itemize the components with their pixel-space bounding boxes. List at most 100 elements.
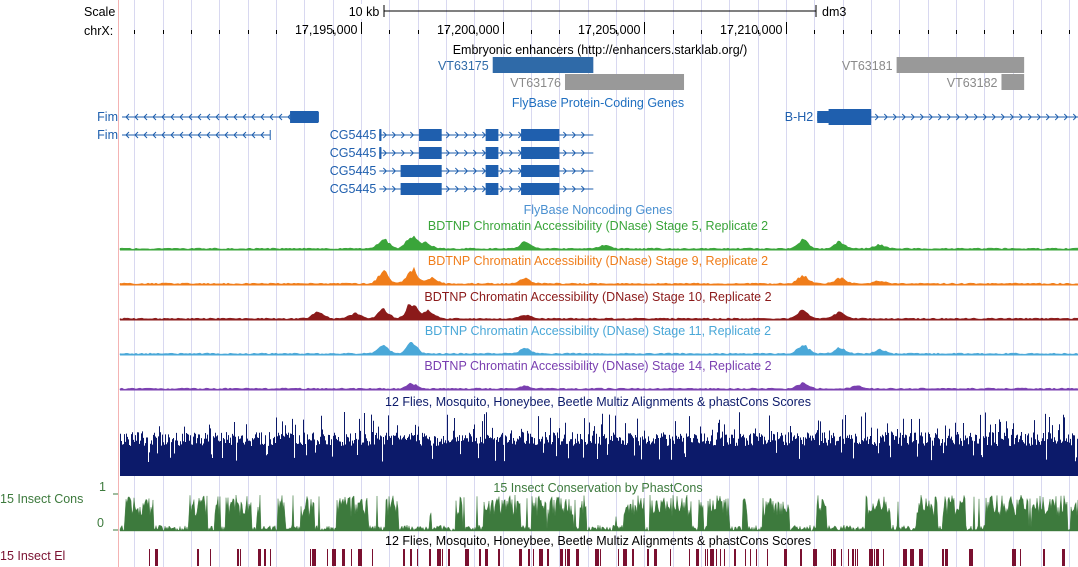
strand-chevron — [937, 113, 942, 121]
gene-label-cg5445[interactable]: CG5445 — [330, 128, 377, 142]
conserved-element — [705, 549, 706, 566]
enhancer-label-VT63175[interactable]: VT63175 — [438, 59, 489, 73]
enhancer-block-VT63181[interactable] — [896, 57, 1025, 73]
dnase-track-2[interactable]: BDTNP Chromatin Accessibility (DNase) St… — [119, 290, 1078, 321]
phastcons-track-label[interactable]: 15 Insect Cons — [0, 492, 84, 506]
dnase-signal — [119, 382, 1078, 391]
strand-chevron — [233, 131, 238, 139]
strand-chevron — [562, 185, 568, 193]
strand-chevron — [179, 113, 184, 121]
conserved-element — [707, 549, 708, 566]
conserved-element — [910, 549, 914, 566]
strand-chevron — [454, 149, 460, 157]
gene-label-fim[interactable]: Fim — [97, 128, 118, 142]
strand-chevron — [901, 113, 906, 121]
conserved-element — [716, 549, 717, 566]
dnase-track-0[interactable]: BDTNP Chromatin Accessibility (DNase) St… — [119, 219, 1078, 251]
conserved-element — [351, 549, 352, 566]
strand-chevron — [260, 113, 265, 121]
gene-cg5445-2[interactable]: CG5445 — [330, 128, 594, 142]
phastcons-ymax-label: 1 — [99, 480, 106, 494]
conserved-element — [903, 549, 907, 566]
strand-chevron — [892, 113, 897, 121]
protein-coding-genes-track[interactable]: FlyBase Protein-Coding Genes Fim Fim CG544… — [97, 96, 1078, 196]
dnase-signal — [119, 304, 1078, 321]
strand-chevron — [206, 113, 211, 121]
dnase-track-1[interactable]: BDTNP Chromatin Accessibility (DNase) St… — [119, 254, 1078, 286]
conserved-element — [498, 549, 500, 566]
strand-chevron — [152, 113, 157, 121]
strand-chevron — [463, 167, 469, 175]
dnase-track-title: BDTNP Chromatin Accessibility (DNase) St… — [424, 359, 771, 373]
strand-chevron — [472, 131, 478, 139]
strand-chevron — [481, 167, 487, 175]
gene-utr — [379, 148, 382, 158]
track-label-column: Scale chrX: 15 Insect Cons 1 0 15 Insect… — [0, 0, 118, 567]
enhancer-label-VT63182[interactable]: VT63182 — [947, 76, 998, 90]
multiz-signal — [120, 412, 1078, 476]
strand-chevron — [445, 185, 451, 193]
gene-label-cg5445[interactable]: CG5445 — [330, 146, 377, 160]
strand-chevron — [910, 113, 915, 121]
strand-chevron — [580, 149, 586, 157]
scale-label: Scale — [84, 5, 116, 19]
strand-chevron — [242, 131, 247, 139]
conserved-element — [565, 549, 566, 566]
enhancer-block-VT63176[interactable] — [564, 74, 685, 90]
gene-exon — [400, 165, 442, 177]
strand-chevron — [580, 131, 586, 139]
enhancer-block-VT63182[interactable] — [1001, 74, 1025, 90]
gene-cg5445-3[interactable]: CG5445 — [330, 146, 594, 160]
dnase-track-3[interactable]: BDTNP Chromatin Accessibility (DNase) St… — [119, 324, 1078, 356]
gene-cg5445-5[interactable]: CG5445 — [330, 182, 594, 196]
gene-utr — [817, 113, 829, 121]
strand-chevron — [499, 167, 505, 175]
conserved-element — [358, 549, 362, 566]
strand-chevron — [454, 131, 460, 139]
phastcons-track[interactable]: 15 Insect Conservation by PhastCons — [113, 481, 1078, 532]
elements-track[interactable]: 12 Flies, Mosquito, Honeybee, Beetle Mul… — [149, 534, 1065, 566]
gene-exon — [521, 147, 560, 159]
multiz-track[interactable]: 12 Flies, Mosquito, Honeybee, Beetle Mul… — [120, 395, 1078, 476]
position-ruler[interactable]: 17,195,000 17,200,000 17,205,000 17,210,000 — [134, 22, 1070, 37]
strand-chevron — [919, 113, 924, 121]
strand-chevron — [391, 185, 397, 193]
conserved-element — [696, 549, 699, 566]
conserved-element — [237, 549, 239, 566]
strand-chevron — [499, 185, 505, 193]
gene-cg5445-4[interactable]: CG5445 — [330, 164, 594, 178]
gene-label-cg5445[interactable]: CG5445 — [330, 182, 377, 196]
elements-track-label[interactable]: 15 Insect El — [0, 549, 66, 563]
strand-chevron — [170, 113, 175, 121]
strand-chevron — [188, 113, 193, 121]
conserved-element — [874, 549, 875, 566]
enhancer-block-VT63175[interactable] — [492, 57, 594, 73]
strand-chevron — [206, 131, 211, 139]
gene-label-cg5445[interactable]: CG5445 — [330, 164, 377, 178]
dnase-track-title: BDTNP Chromatin Accessibility (DNase) St… — [428, 219, 768, 233]
strand-chevron — [445, 167, 451, 175]
strand-chevron — [946, 113, 951, 121]
enhancer-label-VT63181[interactable]: VT63181 — [842, 59, 893, 73]
strand-chevron — [991, 113, 996, 121]
conserved-element — [567, 549, 570, 566]
enhancers-track[interactable]: Embryonic enhancers (http://enhancers.st… — [438, 43, 1025, 90]
dnase-tracks[interactable]: BDTNP Chromatin Accessibility (DNase) St… — [119, 219, 1078, 391]
gene-label-fim[interactable]: Fim — [97, 110, 118, 124]
conserved-element — [831, 549, 832, 566]
strand-chevron — [883, 113, 888, 121]
enhancer-label-VT63176[interactable]: VT63176 — [510, 76, 561, 90]
conserved-element — [720, 549, 721, 566]
gene-exon — [419, 129, 442, 141]
conserved-element — [547, 549, 549, 566]
gene-fim-0[interactable]: Fim — [97, 110, 319, 124]
conserved-element — [1020, 549, 1021, 566]
strand-chevron — [152, 131, 157, 139]
conserved-element — [876, 549, 879, 566]
gene-label-b-h2[interactable]: B-H2 — [785, 110, 814, 124]
gene-b-h2-6[interactable]: B-H2 — [785, 109, 1078, 125]
conserved-element — [403, 549, 405, 566]
gene-fim-1[interactable]: Fim — [97, 128, 271, 142]
dnase-track-4[interactable]: BDTNP Chromatin Accessibility (DNase) St… — [119, 359, 1078, 391]
